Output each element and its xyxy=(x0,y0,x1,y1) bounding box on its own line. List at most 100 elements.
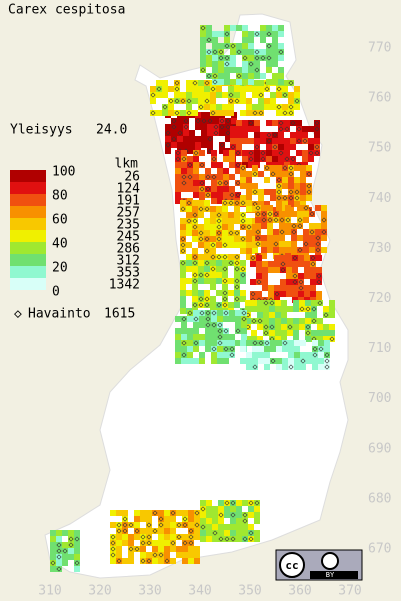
frequency-cell xyxy=(296,138,302,144)
frequency-cell xyxy=(217,352,223,358)
observation-marker xyxy=(266,138,272,144)
frequency-cell xyxy=(200,530,206,536)
frequency-cell xyxy=(192,236,198,242)
frequency-cell xyxy=(235,322,241,328)
observation-marker xyxy=(212,79,218,85)
frequency-cell xyxy=(251,306,257,312)
frequency-cell xyxy=(183,124,189,130)
frequency-cell xyxy=(240,200,246,206)
observation-marker xyxy=(264,165,270,171)
frequency-cell xyxy=(162,110,168,116)
observation-marker xyxy=(241,316,247,322)
frequency-cell xyxy=(236,524,242,530)
frequency-cell xyxy=(310,291,316,297)
frequency-cell xyxy=(242,126,248,132)
frequency-cell xyxy=(257,336,263,342)
frequency-cell xyxy=(146,540,152,546)
frequency-cell xyxy=(225,130,231,136)
frequency-cell xyxy=(312,358,318,364)
frequency-cell xyxy=(228,278,234,284)
frequency-cell xyxy=(297,211,303,217)
frequency-cell xyxy=(246,236,252,242)
frequency-cell xyxy=(274,291,280,297)
frequency-cell xyxy=(210,110,216,116)
frequency-cell xyxy=(152,510,158,516)
frequency-cell xyxy=(188,522,194,528)
frequency-cell xyxy=(152,552,158,558)
frequency-cell xyxy=(291,223,297,229)
frequency-cell xyxy=(146,558,152,564)
observation-marker xyxy=(279,229,285,235)
frequency-cell xyxy=(199,192,205,198)
frequency-cell xyxy=(285,241,291,247)
frequency-cell xyxy=(236,49,242,55)
frequency-cell xyxy=(50,548,56,554)
frequency-cell xyxy=(236,144,242,150)
frequency-cell xyxy=(242,37,248,43)
frequency-cell xyxy=(252,340,258,346)
observation-marker xyxy=(242,55,248,61)
frequency-cell xyxy=(310,261,316,267)
frequency-cell xyxy=(293,336,299,342)
observation-marker xyxy=(176,522,182,528)
frequency-cell xyxy=(296,120,302,126)
frequency-cell xyxy=(254,518,260,524)
northing-label: 760 xyxy=(368,91,391,106)
frequency-cell xyxy=(267,247,273,253)
observation-marker xyxy=(306,189,312,195)
frequency-cell xyxy=(285,217,291,223)
observation-marker xyxy=(165,130,171,136)
frequency-cell xyxy=(270,195,276,201)
frequency-cell xyxy=(222,218,228,224)
frequency-cell xyxy=(290,120,296,126)
northing-label: 770 xyxy=(368,41,391,56)
frequency-cell xyxy=(146,516,152,522)
observation-marker xyxy=(116,558,122,564)
frequency-cell xyxy=(223,346,229,352)
observation-marker xyxy=(329,336,335,342)
frequency-cell xyxy=(230,524,236,530)
frequency-cell xyxy=(216,236,222,242)
frequency-cell xyxy=(272,25,278,31)
frequency-cell xyxy=(298,285,304,291)
observation-marker xyxy=(274,291,280,297)
frequency-cell xyxy=(150,92,156,98)
frequency-cell xyxy=(193,310,199,316)
frequency-cell xyxy=(245,306,251,312)
frequency-cell xyxy=(304,261,310,267)
frequency-cell xyxy=(140,534,146,540)
frequency-cell xyxy=(198,290,204,296)
frequency-cell xyxy=(257,306,263,312)
legend-swatch xyxy=(10,266,46,278)
frequency-cell xyxy=(246,104,252,110)
frequency-cell xyxy=(158,522,164,528)
frequency-cell xyxy=(270,98,276,104)
frequency-cell xyxy=(180,236,186,242)
observation-marker xyxy=(180,206,186,212)
observation-marker xyxy=(269,300,275,306)
frequency-cell xyxy=(222,290,228,296)
frequency-cell xyxy=(201,124,207,130)
frequency-cell xyxy=(181,156,187,162)
observation-marker xyxy=(278,120,284,126)
frequency-cell xyxy=(323,324,329,330)
frequency-cell xyxy=(278,120,284,126)
observation-marker xyxy=(254,49,260,55)
frequency-cell xyxy=(266,43,272,49)
frequency-cell xyxy=(212,73,218,79)
frequency-cell xyxy=(288,177,294,183)
frequency-cell xyxy=(255,205,261,211)
frequency-cell xyxy=(315,223,321,229)
frequency-cell xyxy=(246,340,252,346)
frequency-cell xyxy=(278,49,284,55)
frequency-cell xyxy=(68,548,74,554)
frequency-cell xyxy=(321,235,327,241)
frequency-cell xyxy=(175,162,181,168)
frequency-cell xyxy=(224,55,230,61)
observation-marker xyxy=(251,318,257,324)
frequency-cell xyxy=(242,132,248,138)
frequency-cell xyxy=(200,31,206,37)
frequency-cell xyxy=(266,67,272,73)
frequency-cell xyxy=(264,177,270,183)
frequency-cell xyxy=(230,132,236,138)
